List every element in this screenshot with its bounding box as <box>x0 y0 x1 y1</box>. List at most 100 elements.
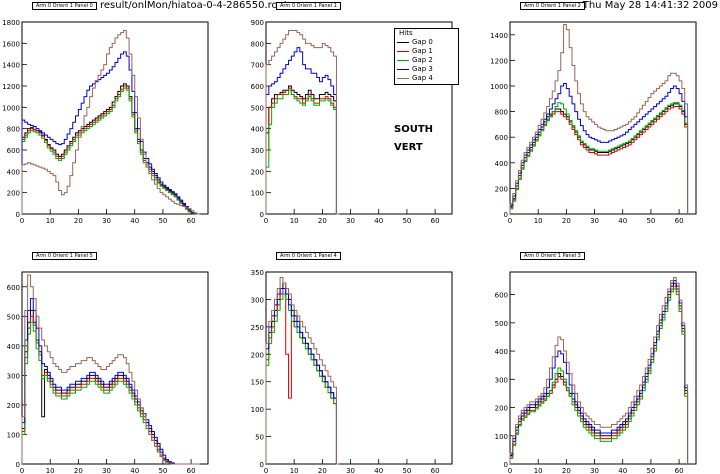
legend-label: Gap 3 <box>412 65 433 73</box>
x-tick-label: 10 <box>290 217 299 225</box>
y-tick-label: 50 <box>255 434 264 442</box>
y-tick-label: 0 <box>260 211 264 219</box>
series-line <box>21 87 200 215</box>
y-tick-label: 150 <box>251 379 264 387</box>
series-line <box>265 89 340 215</box>
x-tick-label: 20 <box>562 217 571 225</box>
y-tick-label: 1000 <box>2 104 20 112</box>
legend-swatch <box>397 41 409 43</box>
y-tick-label: 400 <box>7 343 20 351</box>
annotation-south: SOUTH <box>394 124 434 135</box>
series-line <box>265 30 340 215</box>
x-tick-label: 30 <box>102 467 111 474</box>
x-tick-label: 40 <box>374 217 383 225</box>
histogram-panel: 0 100 200 300 400 500 600 700 800 900 0 10 20 30 40 50 6… <box>251 19 453 225</box>
series-line <box>21 298 200 465</box>
x-tick-label: 10 <box>534 467 543 474</box>
y-tick-label: 600 <box>251 83 264 91</box>
y-tick-label: 400 <box>495 348 508 356</box>
x-tick-label: 20 <box>74 467 83 474</box>
series-line <box>509 288 689 464</box>
x-tick-label: 20 <box>318 217 327 225</box>
filename-header: result/onlMon/hiatoa-0-4-286550.root <box>100 0 288 11</box>
x-tick-label: 60 <box>187 217 196 225</box>
x-tick-label: 40 <box>130 467 139 474</box>
y-tick-label: 1200 <box>490 57 508 65</box>
x-tick-label: 40 <box>618 467 627 474</box>
y-tick-label: 0 <box>504 211 508 219</box>
x-tick-label: 50 <box>646 217 655 225</box>
y-tick-label: 0 <box>260 461 264 469</box>
y-tick-label: 400 <box>7 168 20 176</box>
x-tick-label: 60 <box>431 467 440 474</box>
legend-label: Gap 1 <box>412 47 433 55</box>
y-tick-label: 1600 <box>2 40 20 48</box>
y-tick-label: 300 <box>251 296 264 304</box>
legend-swatch <box>397 68 409 70</box>
x-tick-label: 60 <box>675 217 684 225</box>
y-tick-label: 600 <box>495 292 508 300</box>
y-tick-label: 200 <box>495 185 508 193</box>
x-tick-label: 20 <box>562 467 571 474</box>
x-tick-label: 0 <box>264 217 268 225</box>
y-tick-label: 100 <box>251 190 264 198</box>
annotation-vert: VERT <box>394 142 423 153</box>
datetime-header: Thu May 28 14:41:32 2009 <box>582 0 718 11</box>
y-tick-label: 0 <box>16 211 20 219</box>
y-tick-label: 200 <box>7 402 20 410</box>
legend-entry: Gap 3 <box>397 65 433 74</box>
y-tick-label: 200 <box>251 168 264 176</box>
x-tick-label: 0 <box>20 467 24 474</box>
legend: Hits Gap 0 Gap 1 Gap 2 Gap 3 Gap 4 <box>394 28 459 85</box>
panel-title: Arm 0 Orient 1 Panel 4 <box>276 252 341 260</box>
legend-entry: Gap 2 <box>397 56 433 65</box>
y-tick-label: 1400 <box>2 62 20 70</box>
x-tick-label: 10 <box>46 467 55 474</box>
legend-label: Gap 0 <box>412 38 433 46</box>
y-tick-label: 1400 <box>490 32 508 40</box>
y-tick-label: 350 <box>251 269 264 277</box>
series-line <box>509 277 689 464</box>
x-tick-label: 50 <box>646 467 655 474</box>
legend-label: Gap 2 <box>412 56 433 64</box>
y-tick-label: 1800 <box>2 19 20 27</box>
y-tick-label: 300 <box>251 147 264 155</box>
y-tick-label: 800 <box>7 126 20 134</box>
y-tick-label: 400 <box>495 160 508 168</box>
x-tick-label: 30 <box>590 217 599 225</box>
x-tick-label: 50 <box>402 467 411 474</box>
series-line <box>509 82 689 214</box>
y-tick-label: 200 <box>251 351 264 359</box>
x-tick-label: 30 <box>346 467 355 474</box>
legend-swatch <box>397 77 409 79</box>
y-tick-label: 100 <box>7 431 20 439</box>
y-tick-label: 1000 <box>490 83 508 91</box>
series-line <box>509 282 689 464</box>
y-tick-label: 1200 <box>2 83 20 91</box>
x-tick-label: 60 <box>675 467 684 474</box>
y-tick-label: 300 <box>7 372 20 380</box>
y-tick-label: 900 <box>251 19 264 27</box>
x-tick-label: 0 <box>508 467 512 474</box>
y-tick-label: 200 <box>495 405 508 413</box>
histogram-panel: 0 100 200 300 400 500 600 0 10 20 30 40 50 60 <box>7 271 209 474</box>
panel-title: Arm 0 Orient 1 Panel 2 <box>520 2 585 10</box>
y-tick-label: 300 <box>495 376 508 384</box>
histogram-panel: 0 200 400 600 800 1000 1200 1400 0 10 20 30 40 50 60 <box>490 21 697 225</box>
legend-entry: Gap 0 <box>397 38 433 47</box>
x-tick-label: 10 <box>534 217 543 225</box>
series-line <box>509 285 689 464</box>
panel-title: Arm 0 Orient 1 Panel 1 <box>276 2 341 10</box>
series-line <box>21 30 200 215</box>
x-tick-label: 0 <box>264 467 268 474</box>
x-tick-label: 60 <box>431 217 440 225</box>
histogram-panel: 0 50 100 150 200 250 300 350 0 10 20 30 40 50 60 <box>251 269 453 474</box>
x-tick-label: 20 <box>318 467 327 474</box>
series-line <box>265 293 340 465</box>
x-tick-label: 50 <box>158 217 167 225</box>
legend-label: Gap 4 <box>412 74 433 82</box>
series-line <box>265 47 340 215</box>
x-tick-label: 10 <box>46 217 55 225</box>
y-tick-label: 250 <box>251 324 264 332</box>
y-tick-label: 0 <box>16 461 20 469</box>
